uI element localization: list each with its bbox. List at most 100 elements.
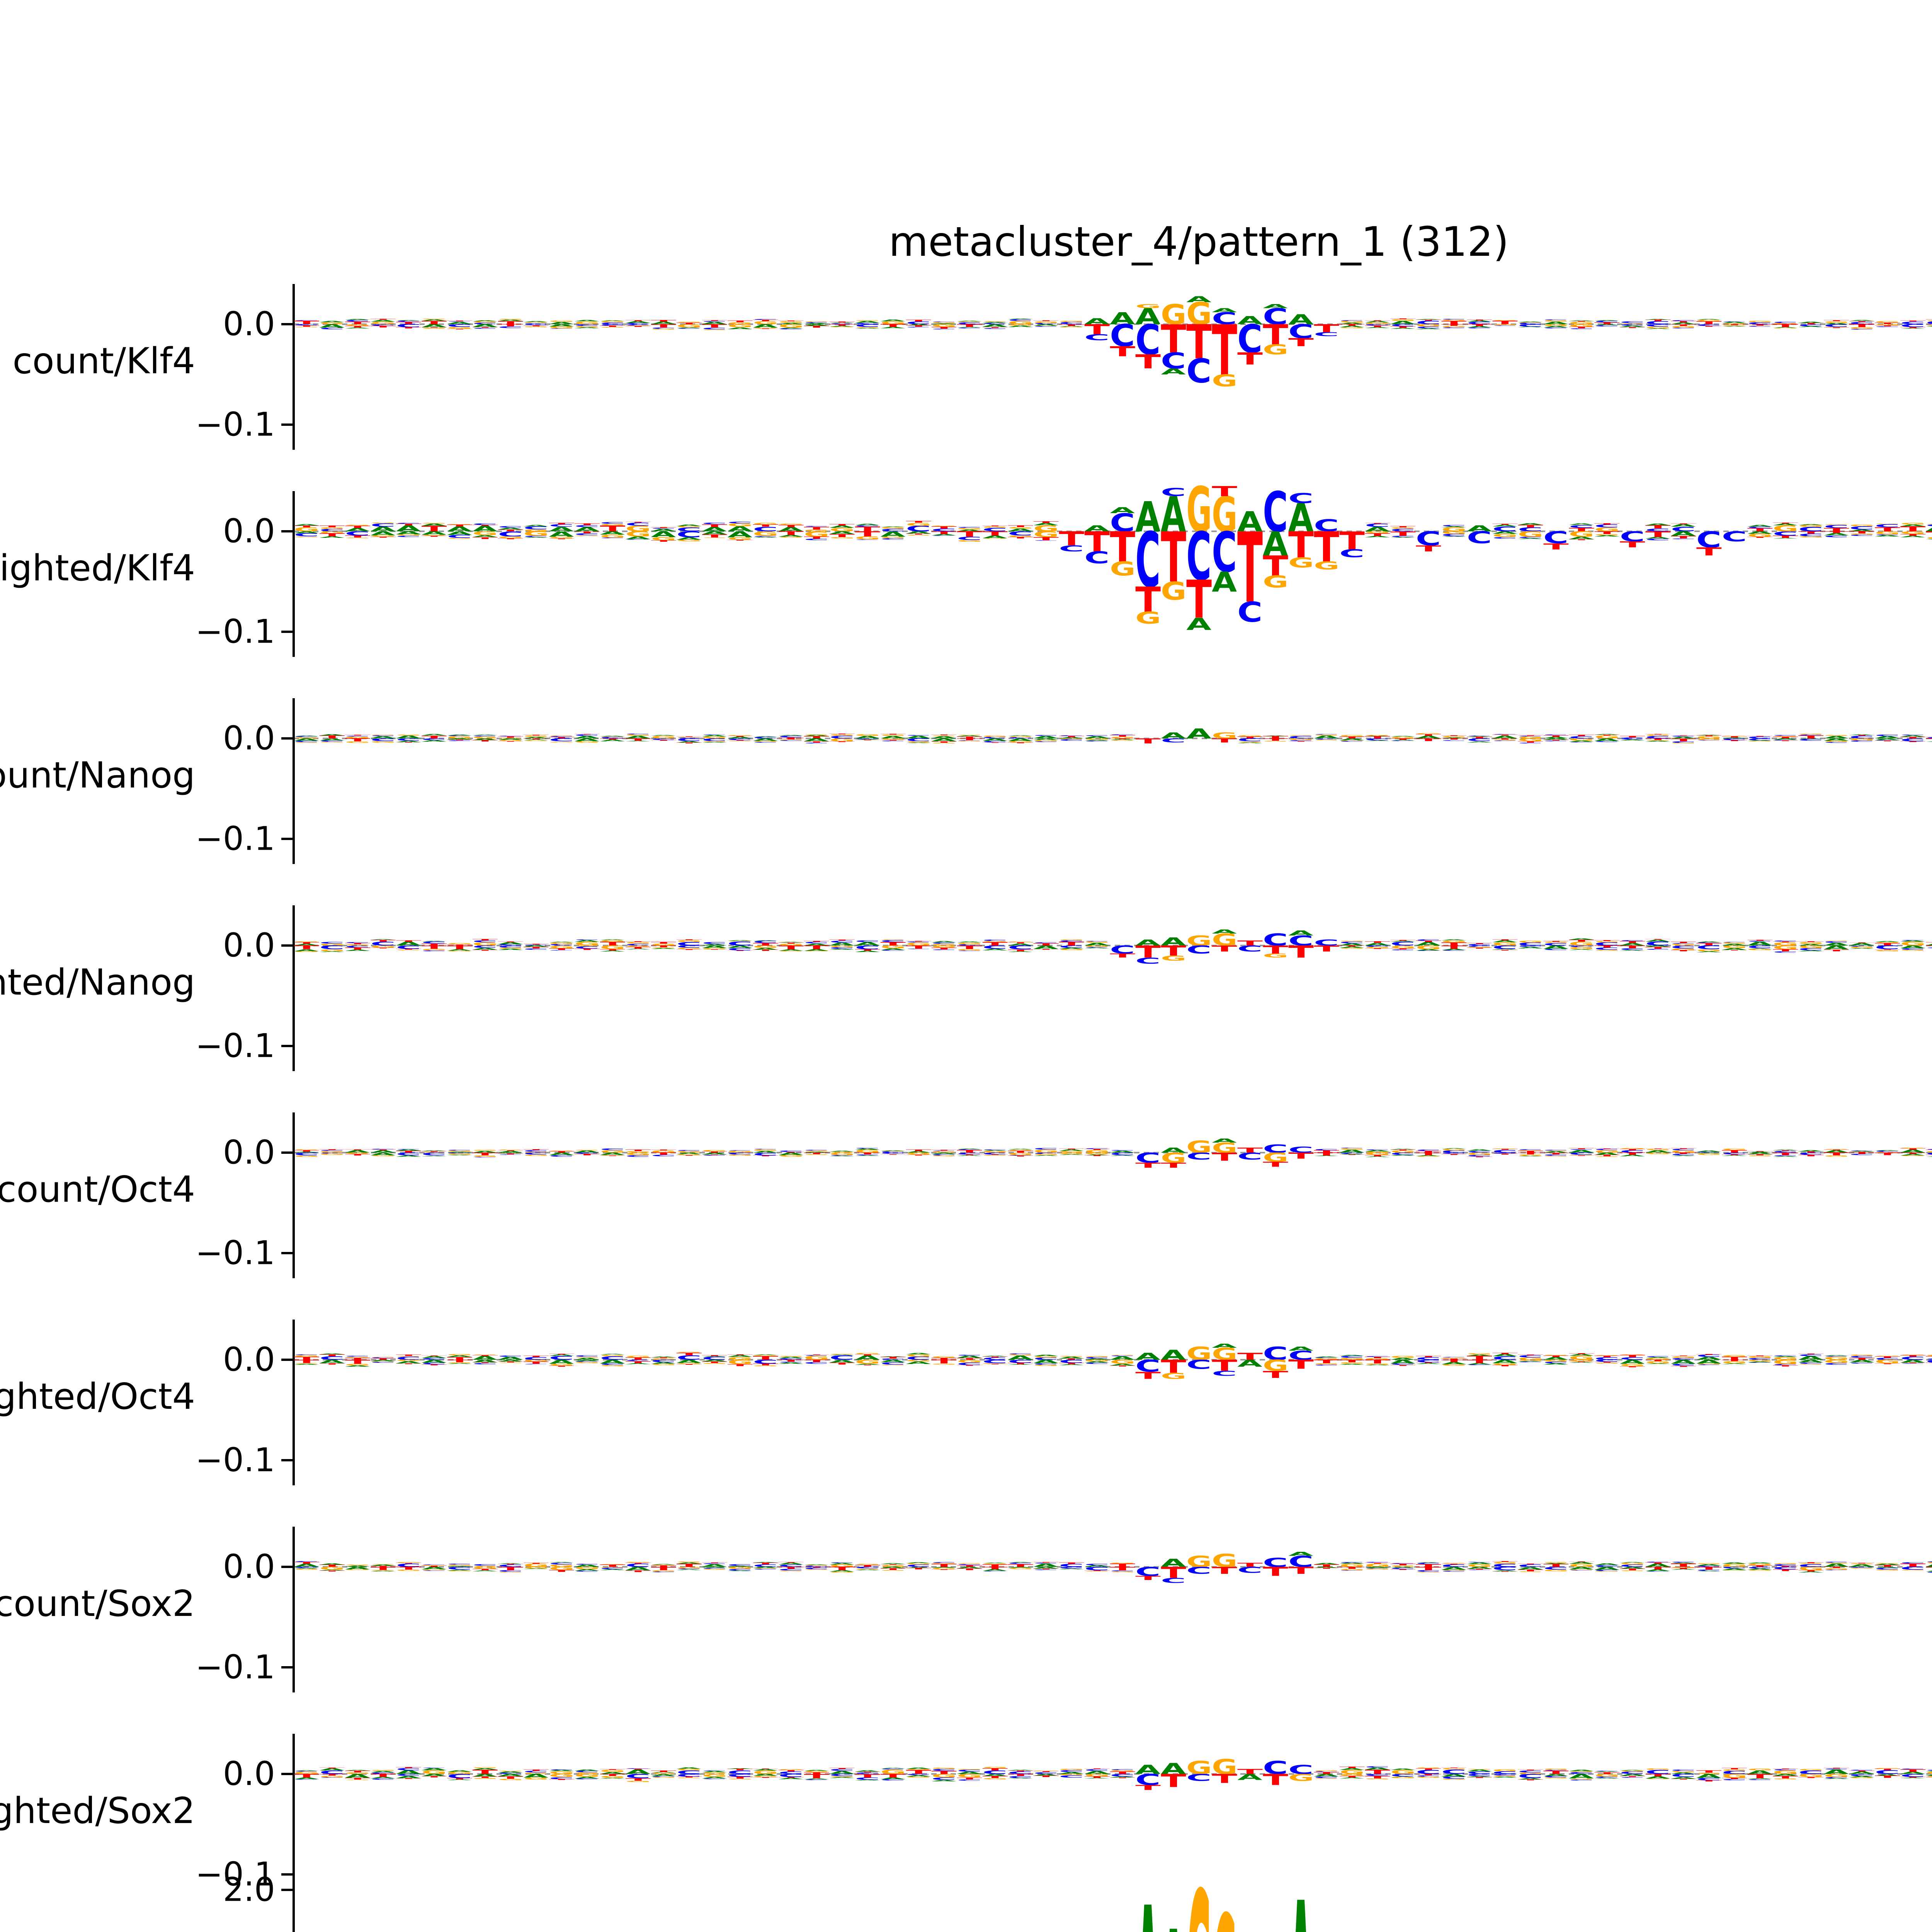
svg-text:A: A [1365, 1156, 1390, 1157]
svg-text:T: T [524, 1355, 549, 1357]
svg-text:G: G [1747, 741, 1773, 742]
svg-text:T: T [1696, 321, 1722, 325]
svg-text:T: T [727, 1364, 753, 1367]
svg-text:G: G [1033, 1364, 1059, 1366]
svg-text:C: C [1492, 537, 1517, 539]
svg-text:A: A [1033, 324, 1058, 326]
svg-text:G: G [575, 321, 600, 325]
svg-text:A: A [422, 941, 447, 942]
svg-text:G: G [294, 536, 320, 537]
svg-text:T: T [676, 742, 702, 744]
svg-text:A: A [1288, 1850, 1314, 1932]
svg-text:G: G [1798, 1364, 1824, 1365]
svg-text:A: A [600, 951, 625, 952]
svg-text:A: A [1390, 736, 1415, 737]
svg-text:A: A [1059, 1154, 1084, 1155]
svg-text:C: C [1722, 1779, 1747, 1781]
svg-text:A: A [1594, 1777, 1619, 1779]
svg-text:A: A [1339, 322, 1364, 325]
svg-text:T: T [549, 1354, 575, 1355]
svg-text:C: C [1365, 1149, 1390, 1150]
svg-text:G: G [982, 1767, 1008, 1769]
svg-text:G: G [1543, 1562, 1569, 1563]
svg-text:A: A [422, 740, 447, 742]
svg-text:T: T [524, 325, 549, 327]
svg-text:C: C [1161, 348, 1186, 374]
svg-text:A: A [1824, 1355, 1849, 1356]
svg-text:G: G [778, 1570, 804, 1571]
svg-text:A: A [1467, 1149, 1492, 1151]
svg-text:T: T [1671, 1779, 1696, 1780]
svg-text:G: G [1543, 324, 1569, 327]
svg-text:C: C [957, 1779, 982, 1781]
svg-text:C: C [931, 329, 956, 330]
svg-text:A: A [1161, 367, 1186, 376]
svg-text:A: A [1212, 1138, 1237, 1144]
svg-text:A: A [1186, 614, 1212, 634]
svg-text:G: G [1900, 1148, 1926, 1149]
svg-text:T: T [396, 321, 422, 325]
svg-text:A: A [906, 742, 931, 743]
svg-text:A: A [1365, 1364, 1390, 1366]
svg-text:C: C [447, 1563, 472, 1565]
svg-text:C: C [1849, 534, 1874, 536]
svg-text:G: G [778, 1769, 804, 1770]
svg-text:C: C [1084, 1563, 1109, 1566]
svg-text:A: A [294, 524, 319, 526]
svg-text:G: G [1671, 326, 1696, 329]
svg-text:T: T [1390, 940, 1416, 941]
logo-column-motif: GC [1186, 933, 1212, 956]
svg-text:T: T [1416, 1355, 1441, 1357]
svg-text:T: T [1543, 542, 1569, 551]
svg-text:T: T [422, 327, 447, 328]
svg-text:A: A [1594, 1563, 1619, 1566]
svg-text:C: C [1390, 949, 1415, 951]
svg-text:G: G [1492, 320, 1518, 321]
svg-text:C: C [1849, 1362, 1874, 1364]
svg-text:T: T [1875, 740, 1900, 742]
svg-text:C: C [1926, 1571, 1932, 1573]
svg-text:G: G [1008, 320, 1033, 325]
svg-text:T: T [345, 326, 371, 328]
svg-text:T: T [1212, 944, 1237, 954]
svg-text:G: G [1110, 1563, 1135, 1564]
svg-text:A: A [1798, 524, 1823, 525]
svg-text:T: T [498, 941, 524, 942]
svg-text:A: A [1365, 740, 1390, 741]
svg-text:C: C [1339, 741, 1364, 742]
